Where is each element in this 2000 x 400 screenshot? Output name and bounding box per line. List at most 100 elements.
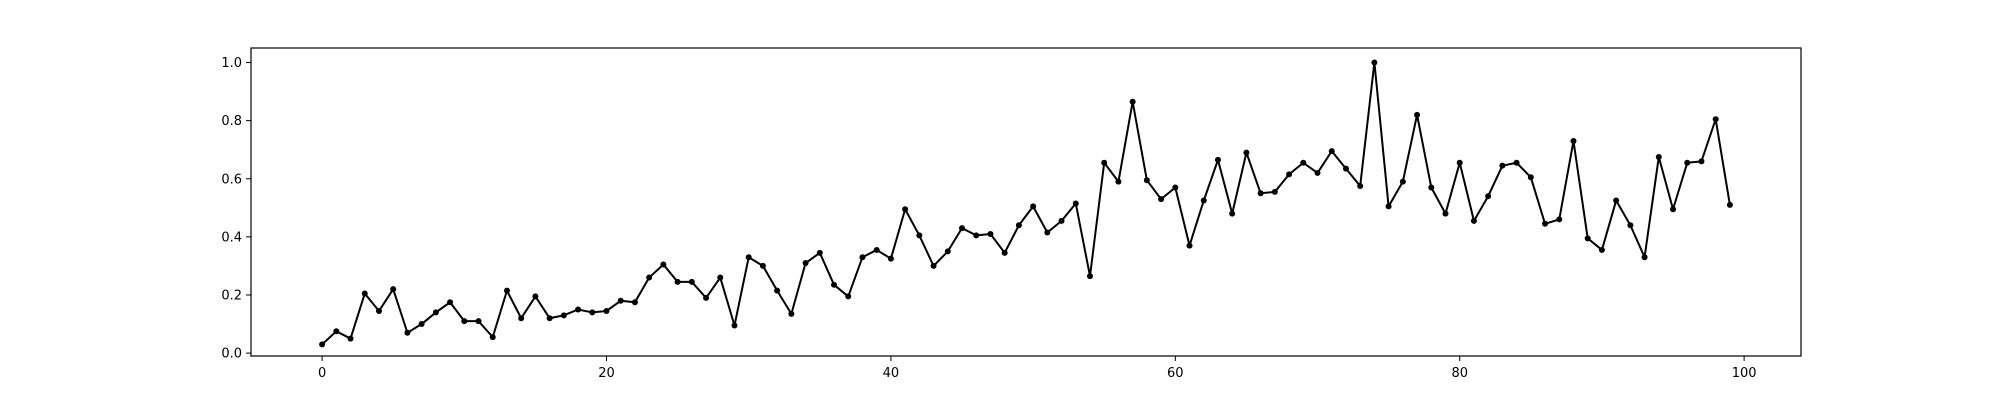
data-point [1527, 174, 1534, 181]
data-point [631, 299, 638, 306]
data-point [560, 312, 567, 319]
data-point [731, 322, 738, 329]
data-point [646, 274, 653, 281]
data-point [1513, 159, 1520, 166]
x-tick-label: 20 [598, 366, 615, 381]
data-point [1129, 98, 1136, 105]
data-point [1598, 246, 1605, 253]
data-point [745, 254, 752, 261]
data-point [774, 287, 781, 294]
data-point [575, 306, 582, 313]
data-point [390, 286, 397, 293]
data-point [319, 341, 326, 348]
data-point [1115, 178, 1122, 185]
data-point [432, 309, 439, 316]
data-point [887, 255, 894, 262]
data-point [703, 294, 710, 301]
data-point [1684, 159, 1691, 166]
y-tick-label: 0.8 [221, 114, 242, 129]
data-point [475, 318, 482, 325]
data-point [1229, 210, 1236, 217]
data-point [1086, 273, 1093, 280]
x-tick-label: 80 [1451, 366, 1468, 381]
data-point [1158, 196, 1165, 203]
data-point [1556, 216, 1563, 223]
data-point [1172, 184, 1179, 191]
data-point [404, 329, 411, 336]
data-point [788, 310, 795, 317]
axes: 0 20 40 60 80 100 0.0 0.2 0.4 0.6 0.8 1.0 [221, 47, 1802, 381]
data-point [1485, 193, 1492, 200]
data-point [1570, 137, 1577, 144]
data-point [1186, 242, 1193, 249]
data-point [717, 274, 724, 281]
data-point [1342, 165, 1349, 172]
data-point [1001, 249, 1008, 256]
data-point [674, 278, 681, 285]
data-point [1698, 158, 1705, 165]
data-point [589, 309, 596, 316]
data-point [1655, 153, 1662, 160]
data-point [1584, 235, 1591, 242]
data-point [902, 206, 909, 213]
data-point [1286, 171, 1293, 178]
data-point [546, 315, 553, 322]
data-point [959, 225, 966, 232]
data-point [1641, 254, 1648, 261]
data-point [1627, 222, 1634, 229]
data-point [1044, 229, 1051, 236]
data-point [987, 230, 994, 237]
data-point [418, 321, 425, 328]
data-point [688, 278, 695, 285]
data-point [1214, 156, 1221, 163]
data-point [973, 232, 980, 239]
data-point [759, 262, 766, 269]
data-point [1243, 149, 1250, 156]
data-point [1015, 222, 1022, 229]
data-point [944, 248, 951, 255]
series-line [321, 61, 1731, 346]
data-point [873, 246, 880, 253]
data-point [1030, 203, 1037, 210]
data-point [1613, 197, 1620, 204]
data-point [361, 290, 368, 297]
data-point [1200, 197, 1207, 204]
data-point [1442, 210, 1449, 217]
data-point [1726, 201, 1733, 208]
data-point [447, 299, 454, 306]
data-point [1072, 200, 1079, 207]
data-point [503, 287, 510, 294]
x-tick-label: 40 [883, 366, 900, 381]
data-point [1712, 116, 1719, 123]
data-point [461, 318, 468, 325]
data-point [816, 249, 823, 256]
data-point [1499, 162, 1506, 169]
data-point [859, 254, 866, 261]
y-tick-label: 1.0 [221, 56, 242, 71]
data-point [1143, 177, 1150, 184]
plot-frame [250, 47, 1802, 357]
data-point [1314, 169, 1321, 176]
data-point [347, 335, 354, 342]
data-point [1456, 159, 1463, 166]
data-point [831, 281, 838, 288]
data-point [845, 293, 852, 300]
data-point [375, 307, 382, 314]
data-point [1058, 217, 1065, 224]
data-point [1101, 159, 1108, 166]
data-point [1399, 178, 1406, 185]
x-tick-label: 60 [1167, 366, 1184, 381]
data-point [518, 315, 525, 322]
data-point [1271, 188, 1278, 195]
y-tick-label: 0.0 [221, 347, 242, 362]
data-point [333, 328, 340, 335]
y-tick-label: 0.2 [221, 288, 242, 303]
y-tick-label: 0.6 [221, 172, 242, 187]
data-point [489, 334, 496, 341]
data-point [1371, 59, 1378, 66]
data-point [1357, 183, 1364, 190]
data-point [660, 261, 667, 268]
data-point [930, 262, 937, 269]
data-point [1470, 217, 1477, 224]
